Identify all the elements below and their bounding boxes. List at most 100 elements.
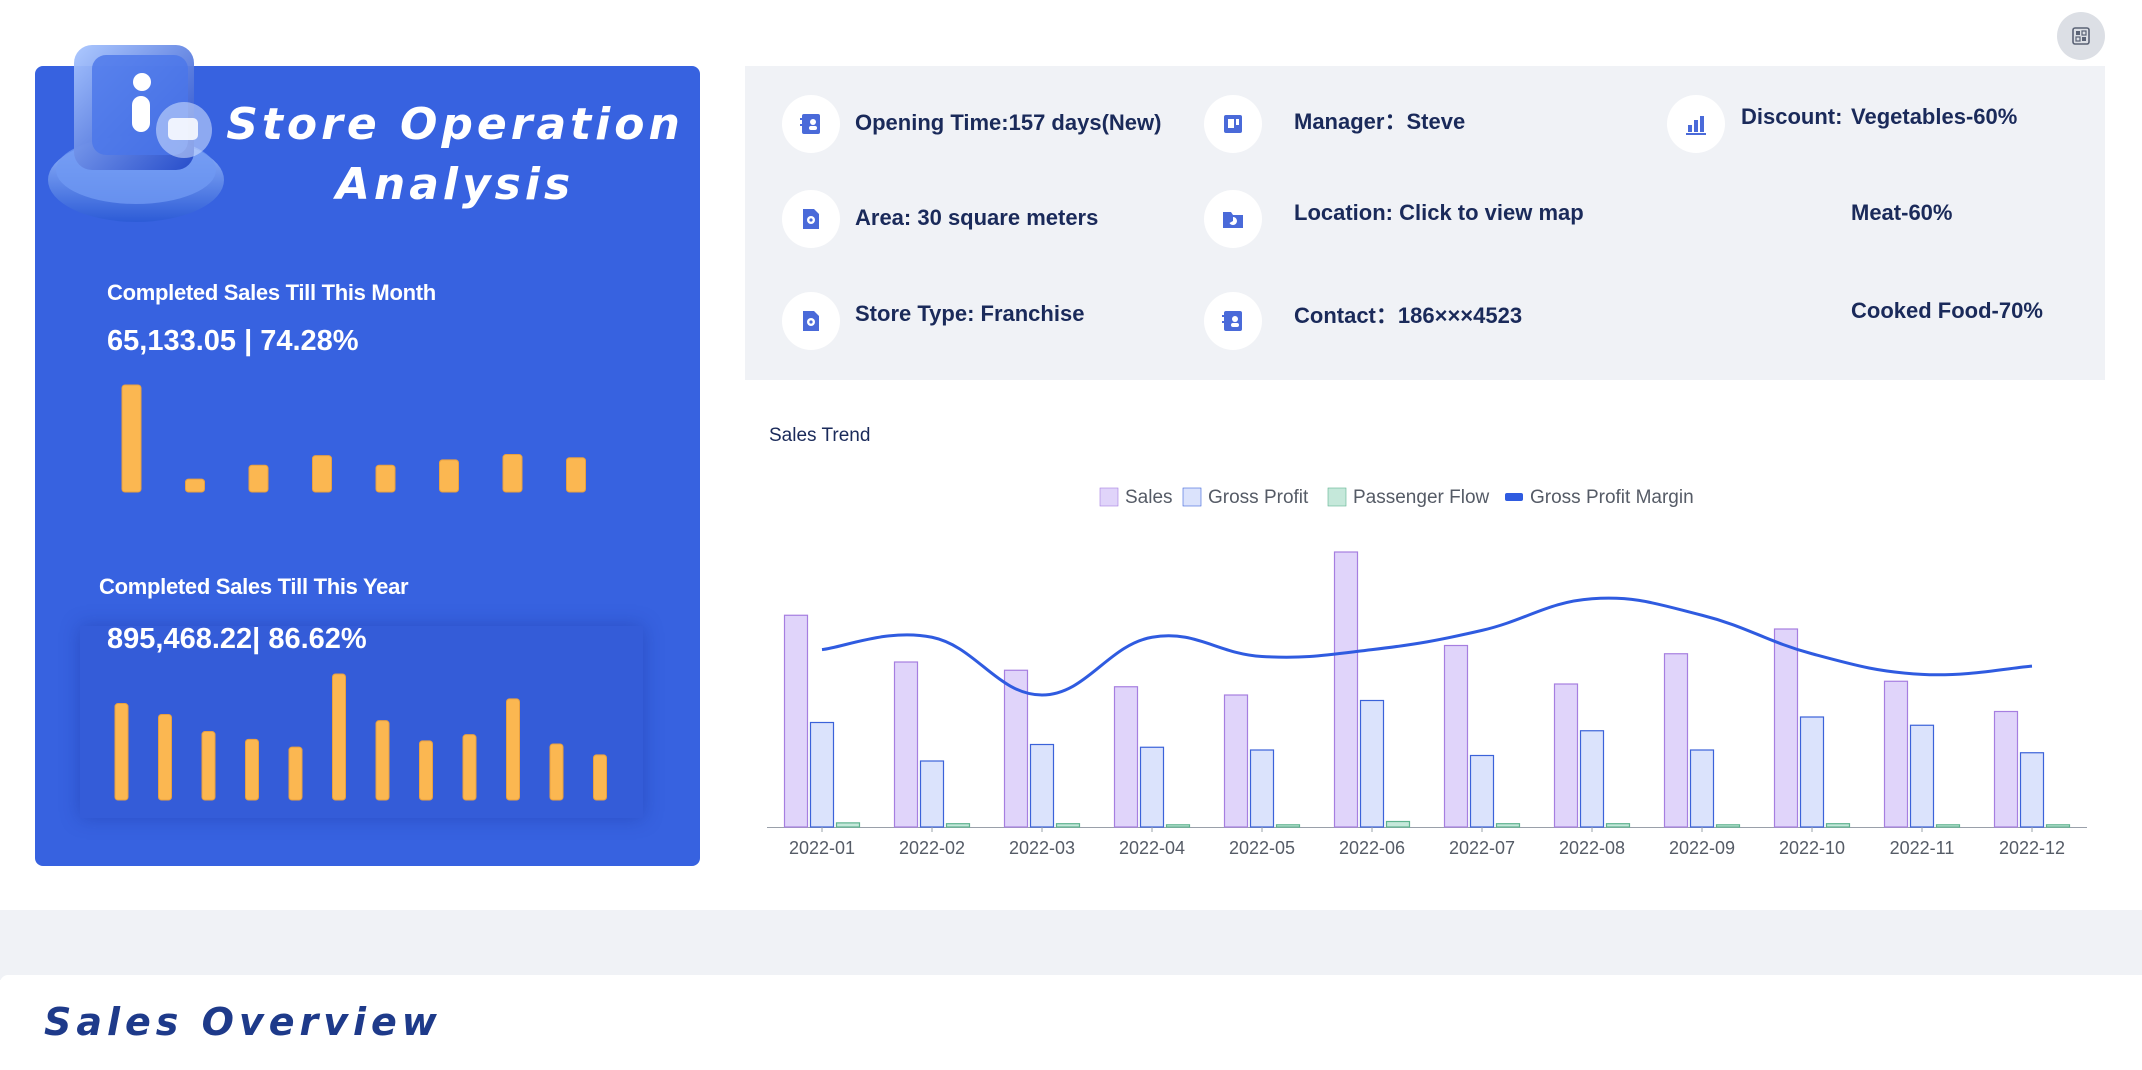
- bar-passenger-flow-2022-09[interactable]: [1715, 824, 1741, 828]
- year-sales-bar-7: [375, 720, 390, 801]
- bar-sales-2022-11[interactable]: [1883, 680, 1909, 828]
- sales-trend-title: Sales Trend: [769, 425, 871, 446]
- year-sales-chart-box: [80, 626, 643, 818]
- bar-sales-2022-12[interactable]: [1993, 710, 2019, 828]
- year-sales-bar-1: [114, 703, 129, 801]
- year-sales-bar-11: [549, 743, 564, 801]
- legend-label-1: Sales: [1125, 487, 1173, 508]
- year-sales-bar-12: [593, 754, 607, 801]
- panel-title-line1: Store Operation: [226, 99, 684, 150]
- x-tick-label-2022-12: 2022-12: [1999, 838, 2065, 858]
- bar-sales-2022-01[interactable]: [783, 614, 809, 828]
- month-sales-bar-1: [121, 384, 142, 493]
- legend-item-2[interactable]: Gross Profit: [1182, 487, 1309, 508]
- sales-trend-chart: Sales Gross Profit Passenger Flow Gross Pro…: [767, 487, 2087, 858]
- legend-label-4: Gross Profit Margin: [1530, 487, 1694, 508]
- bar-gross-profit-2022-12[interactable]: [2019, 752, 2045, 828]
- layout-grid-icon: [2072, 27, 2090, 45]
- year-sales-bar-8: [419, 740, 433, 801]
- legend-item-1[interactable]: Sales: [1099, 487, 1173, 508]
- bar-sales-2022-07[interactable]: [1443, 644, 1469, 828]
- x-tick-label-2022-04: 2022-04: [1119, 838, 1185, 858]
- bar-gross-profit-2022-09[interactable]: [1689, 749, 1715, 828]
- x-tick-label-2022-08: 2022-08: [1559, 838, 1625, 858]
- folder-chart-icon: [1204, 190, 1262, 248]
- x-tick-label-2022-03: 2022-03: [1009, 838, 1075, 858]
- bar-sales-2022-10[interactable]: [1773, 628, 1799, 828]
- contact-book-icon-2: [1204, 292, 1262, 350]
- bar-sales-2022-04[interactable]: [1113, 686, 1139, 828]
- bar-passenger-flow-2022-11[interactable]: [1935, 824, 1961, 828]
- bar-passenger-flow-2022-01[interactable]: [835, 822, 861, 828]
- bar-passenger-flow-2022-10[interactable]: [1825, 823, 1851, 828]
- store-type-text: Store Type: Franchise: [855, 301, 1085, 326]
- panel-title-line2: Analysis: [335, 159, 575, 210]
- bar-gross-profit-2022-05[interactable]: [1249, 749, 1275, 828]
- month-sales-bar-2: [185, 478, 205, 493]
- bar-passenger-flow-2022-05[interactable]: [1275, 824, 1301, 828]
- month-sales-bar-7: [502, 454, 523, 493]
- month-sales-value: 65,133.05 | 74.28%: [107, 325, 359, 357]
- bar-passenger-flow-2022-04[interactable]: [1165, 824, 1191, 828]
- bar-sales-2022-06[interactable]: [1333, 551, 1359, 828]
- year-sales-bar-6: [332, 673, 346, 801]
- bar-gross-profit-2022-01[interactable]: [809, 721, 835, 828]
- x-tick-label-2022-02: 2022-02: [899, 838, 965, 858]
- year-sales-bar-chart: [114, 673, 607, 801]
- layout-toggle-button[interactable]: [2057, 12, 2105, 60]
- bar-gross-profit-2022-04[interactable]: [1139, 746, 1165, 828]
- bar-gross-profit-2022-08[interactable]: [1579, 730, 1605, 828]
- store-info-panel: [745, 66, 2105, 380]
- id-card-icon: [1204, 95, 1262, 153]
- month-sales-bar-3: [248, 464, 269, 493]
- bar-passenger-flow-2022-07[interactable]: [1495, 823, 1521, 828]
- panel-title: Store Operation Analysis: [210, 95, 700, 215]
- bar-gross-profit-2022-03[interactable]: [1029, 743, 1055, 828]
- year-sales-bar-3: [201, 731, 216, 801]
- bar-gross-profit-2022-06[interactable]: [1359, 699, 1385, 828]
- legend-label-3: Passenger Flow: [1353, 487, 1490, 508]
- settings-doc-icon: [782, 190, 840, 248]
- month-sales-label: Completed Sales Till This Month: [107, 280, 436, 305]
- year-sales-bar-10: [506, 698, 520, 801]
- legend-item-4[interactable]: Gross Profit Margin: [1505, 487, 1694, 508]
- bar-passenger-flow-2022-08[interactable]: [1605, 823, 1631, 828]
- section-divider: [0, 910, 2142, 980]
- x-tick-label-2022-09: 2022-09: [1669, 838, 1735, 858]
- month-sales-bar-chart: [121, 384, 586, 493]
- bar-gross-profit-2022-07[interactable]: [1469, 754, 1495, 828]
- bar-sales-2022-08[interactable]: [1553, 683, 1579, 828]
- manager-text: Manager：Steve: [1294, 109, 1466, 134]
- bar-gross-profit-2022-11[interactable]: [1909, 724, 1935, 828]
- bar-passenger-flow-2022-03[interactable]: [1055, 823, 1081, 828]
- discount-label: Discount:: [1741, 104, 1843, 129]
- discount-vegetables: Vegetables-60%: [1851, 104, 2018, 129]
- opening-time-text: Opening Time:157 days(New): [855, 110, 1162, 135]
- sales-overview-card: [0, 975, 2142, 1070]
- bar-chart-icon: [1667, 95, 1725, 153]
- legend-item-3[interactable]: Passenger Flow: [1327, 487, 1490, 508]
- bar-passenger-flow-2022-06[interactable]: [1385, 820, 1411, 828]
- legend-label-2: Gross Profit: [1208, 487, 1309, 508]
- bar-passenger-flow-2022-12[interactable]: [2045, 824, 2071, 828]
- bar-sales-2022-02[interactable]: [893, 661, 919, 828]
- bar-gross-profit-2022-10[interactable]: [1799, 716, 1825, 828]
- bar-gross-profit-2022-02[interactable]: [919, 760, 945, 828]
- year-sales-label: Completed Sales Till This Year: [99, 574, 409, 599]
- year-sales-bar-5: [288, 746, 303, 801]
- bar-sales-2022-05[interactable]: [1223, 694, 1249, 828]
- bar-sales-2022-03[interactable]: [1003, 669, 1029, 828]
- location-link[interactable]: Location: Click to view map: [1294, 200, 1584, 225]
- x-tick-label-2022-10: 2022-10: [1779, 838, 1845, 858]
- bar-sales-2022-09[interactable]: [1663, 653, 1689, 828]
- discount-meat: Meat-60%: [1851, 200, 1953, 225]
- year-sales-bar-2: [158, 713, 172, 801]
- x-tick-label-2022-01: 2022-01: [789, 838, 855, 858]
- month-sales-bar-5: [375, 464, 396, 493]
- sales-overview-title: Sales Overview: [44, 1000, 442, 1044]
- gross-profit-margin-line[interactable]: [821, 596, 2033, 697]
- bar-passenger-flow-2022-02[interactable]: [945, 823, 971, 828]
- discount-cooked-food: Cooked Food-70%: [1851, 298, 2043, 323]
- store-analysis-illustration-icon: [48, 45, 224, 222]
- settings-doc-icon-2: [782, 292, 840, 350]
